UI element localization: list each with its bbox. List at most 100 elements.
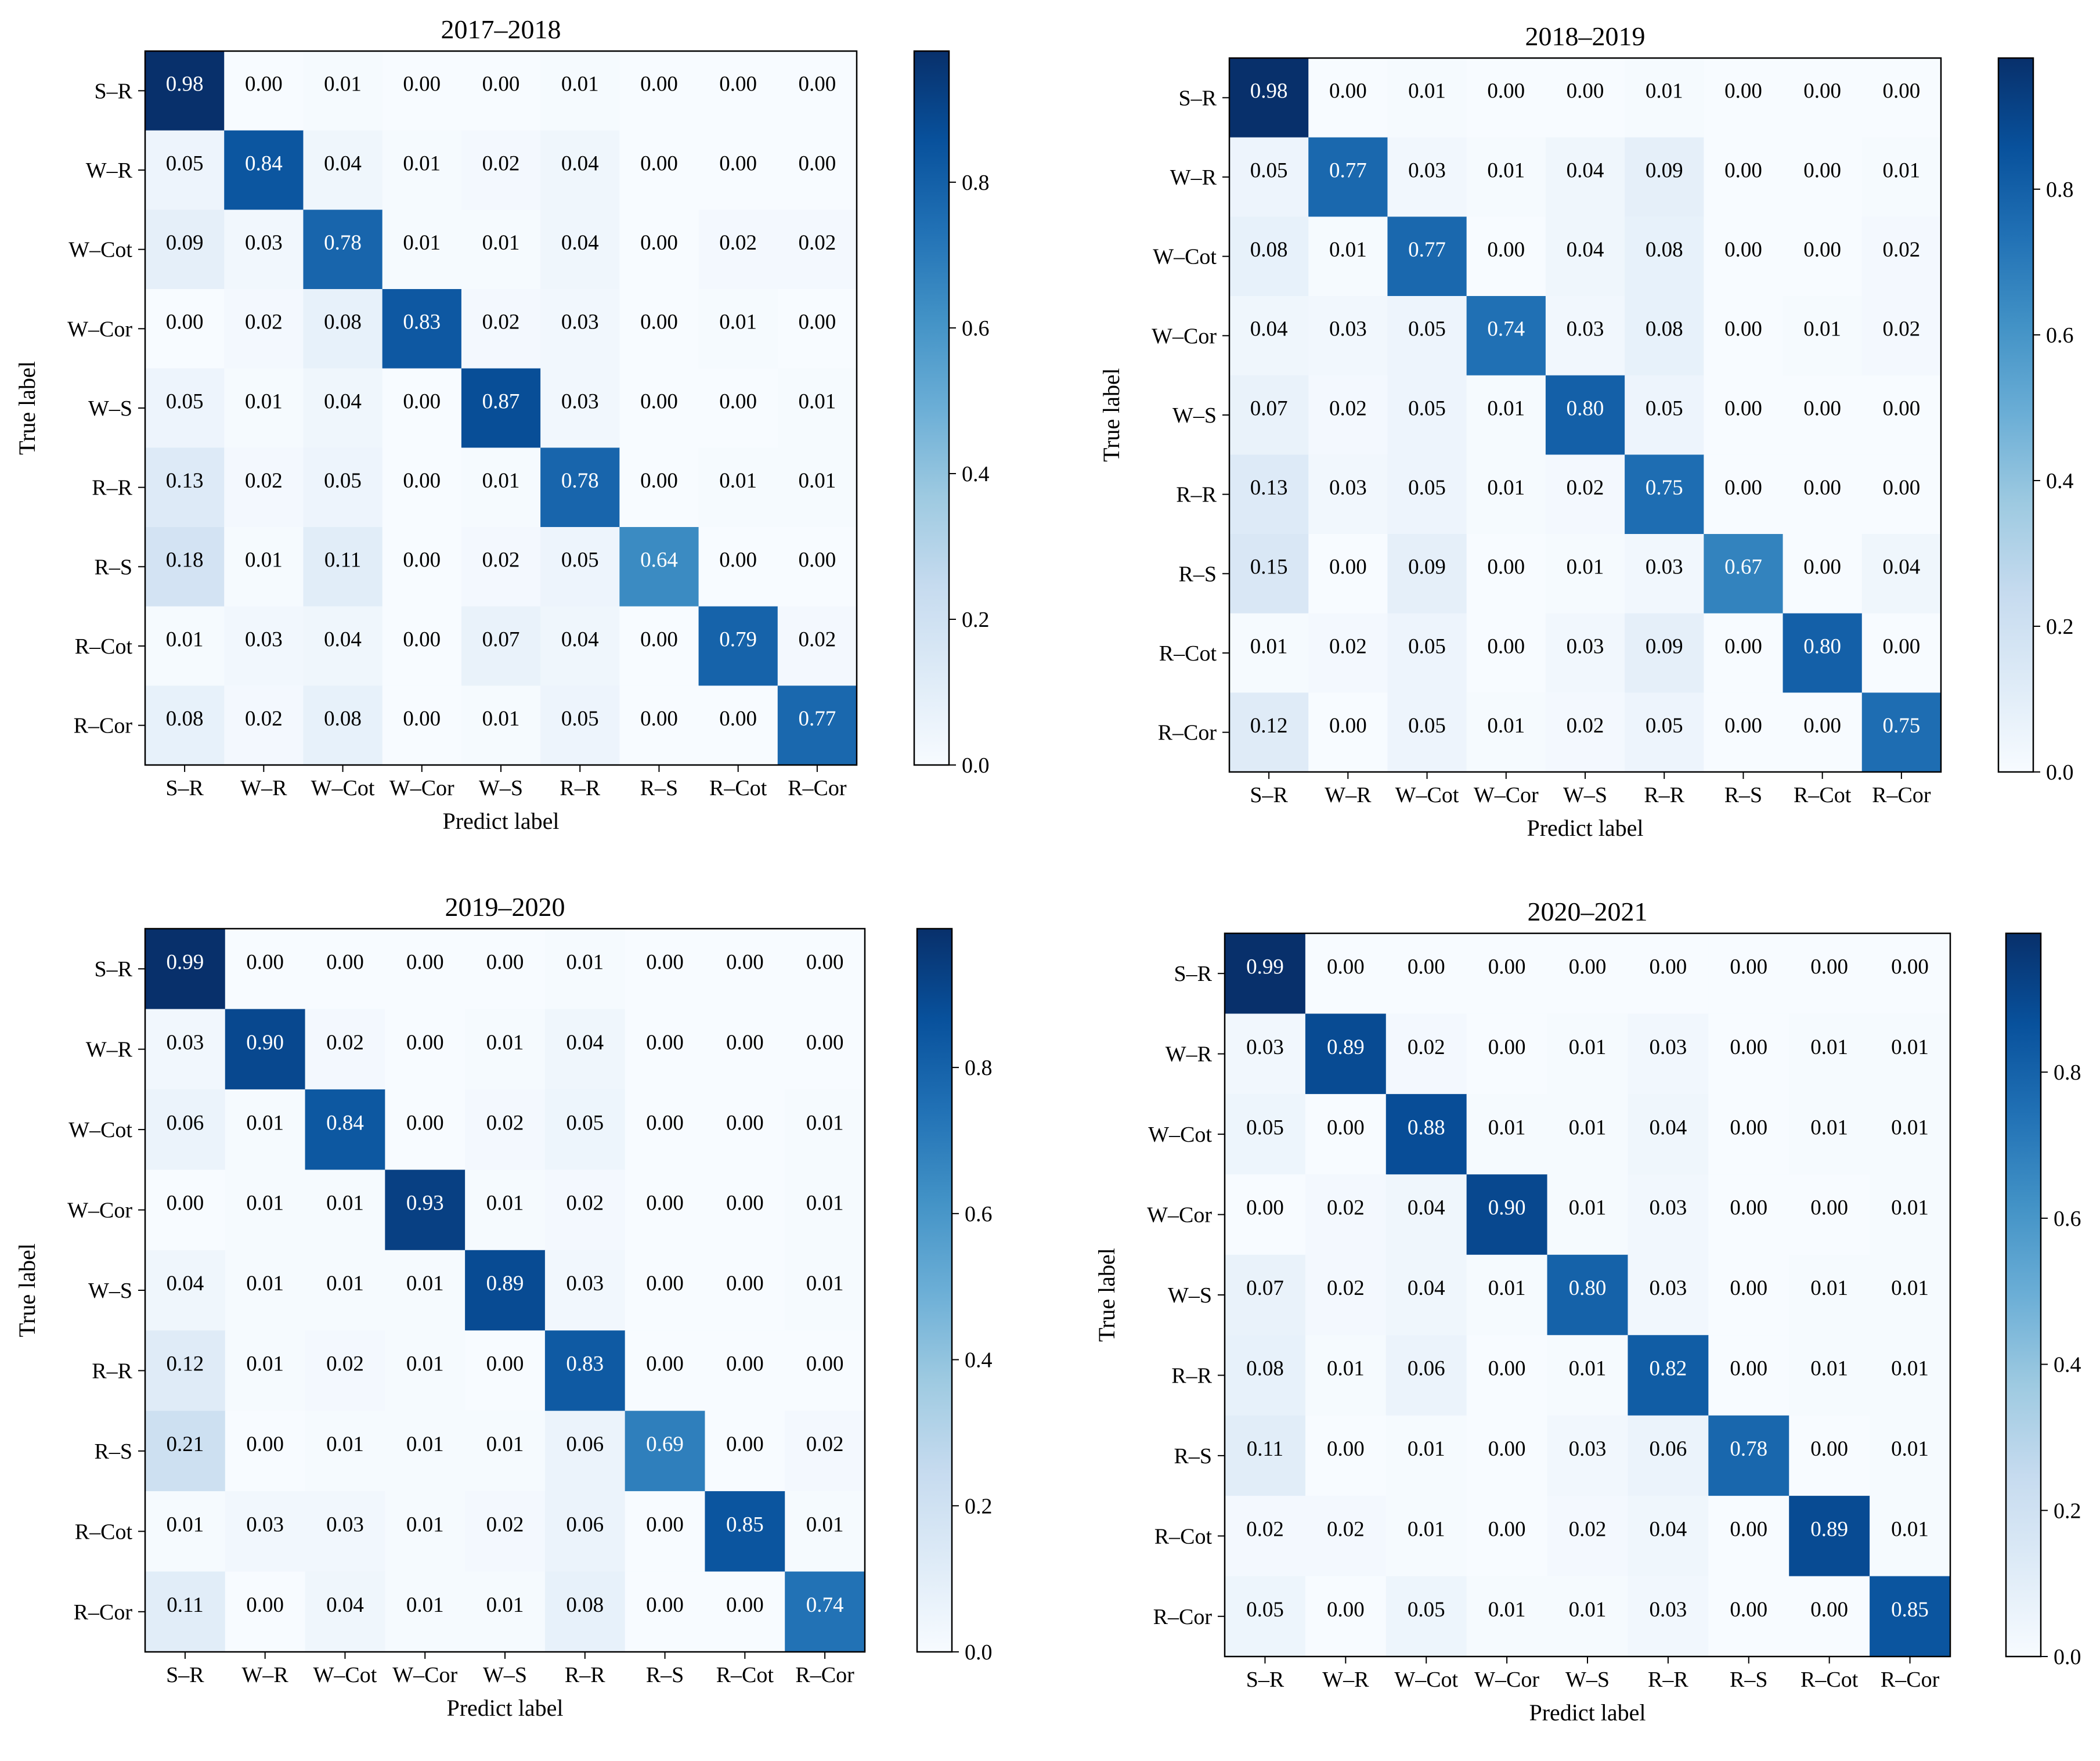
heatmap-cell xyxy=(1229,534,1309,614)
cell-value-label: 0.02 xyxy=(806,1432,844,1456)
heatmap-cell xyxy=(698,606,778,686)
heatmap-cell xyxy=(1708,933,1789,1015)
cell-value-label: 0.00 xyxy=(646,1272,684,1296)
cell-value-label: 0.06 xyxy=(1650,1437,1687,1461)
heatmap-cell xyxy=(1783,296,1863,376)
cell-value-label: 0.01 xyxy=(1569,1357,1607,1381)
cell-value-label: 0.02 xyxy=(1327,1518,1365,1542)
heatmap-cell xyxy=(1466,1094,1548,1175)
y-tick-label: R–S xyxy=(1179,562,1217,586)
colorbar-tick-label: 0.2 xyxy=(2046,615,2074,639)
cell-value-label: 0.00 xyxy=(1327,1116,1365,1139)
heatmap-cell xyxy=(540,606,620,686)
heatmap-cell xyxy=(1229,613,1309,693)
cell-value-label: 0.21 xyxy=(167,1432,204,1456)
cell-value-label: 0.01 xyxy=(1488,1598,1526,1622)
heatmap-cell xyxy=(145,929,226,1010)
cell-value-label: 0.00 xyxy=(646,1192,684,1215)
heatmap-cell xyxy=(1708,1576,1789,1657)
heatmap-cell xyxy=(1783,692,1863,773)
heatmap-cell xyxy=(1385,1254,1467,1336)
y-axis-label: True label xyxy=(14,361,40,455)
heatmap-cell xyxy=(625,929,706,1010)
heatmap-cell xyxy=(1547,1335,1629,1416)
heatmap-cell xyxy=(303,368,383,448)
heatmap-cell xyxy=(1861,296,1942,376)
chart-title: 2020–2021 xyxy=(1528,897,1648,926)
cell-value-label: 0.03 xyxy=(245,627,283,651)
cell-value-label: 0.00 xyxy=(1810,1437,1848,1461)
heatmap-cell xyxy=(382,448,462,528)
y-tick-label: R–Cot xyxy=(75,1520,133,1544)
heatmap-cell xyxy=(1704,613,1784,693)
heatmap-cell xyxy=(1387,375,1467,455)
cell-value-label: 0.00 xyxy=(1329,80,1367,103)
cell-value-label: 0.01 xyxy=(1408,1437,1445,1461)
heatmap-cell xyxy=(1625,613,1704,693)
cell-value-label: 0.01 xyxy=(482,469,520,493)
y-tick-label: R–Cor xyxy=(74,714,133,738)
cell-value-label: 0.00 xyxy=(406,950,444,974)
cell-value-label: 0.03 xyxy=(1569,1437,1607,1461)
cell-value-label: 0.03 xyxy=(246,1513,284,1537)
cell-value-label: 0.00 xyxy=(403,627,441,651)
heatmap-cell xyxy=(225,1089,306,1170)
cell-value-label: 0.00 xyxy=(1724,317,1762,341)
heatmap-cell xyxy=(1225,933,1306,1015)
cell-value-label: 0.09 xyxy=(166,231,204,255)
cell-value-label: 0.06 xyxy=(1408,1357,1445,1381)
heatmap-cell xyxy=(540,685,620,766)
heatmap-cell xyxy=(145,130,225,210)
cell-value-label: 0.03 xyxy=(1650,1196,1687,1220)
y-tick-label: W–R xyxy=(1170,165,1217,190)
heatmap-cell xyxy=(540,448,620,528)
heatmap-cell xyxy=(1545,613,1625,693)
heatmap-cell xyxy=(1625,375,1704,455)
heatmap-cell xyxy=(540,368,620,448)
cell-value-label: 0.00 xyxy=(726,1272,764,1296)
heatmap-cell xyxy=(465,1330,546,1412)
cell-value-label: 0.01 xyxy=(1488,1116,1526,1139)
heatmap-cell xyxy=(1708,1415,1789,1496)
heatmap-cell xyxy=(224,289,304,369)
cell-value-label: 0.02 xyxy=(245,707,283,731)
cell-value-label: 0.00 xyxy=(719,389,757,413)
y-tick-label: R–R xyxy=(92,476,132,500)
cell-value-label: 0.01 xyxy=(806,1513,844,1537)
heatmap-cell xyxy=(385,1089,466,1170)
cell-value-label: 0.01 xyxy=(1810,1035,1848,1059)
x-tick-label: R–R xyxy=(1644,783,1684,807)
heatmap-cell xyxy=(1466,1335,1548,1416)
x-tick-label: W–R xyxy=(242,1663,289,1687)
cell-value-label: 0.01 xyxy=(245,389,283,413)
cell-value-label: 0.00 xyxy=(246,950,284,974)
cell-value-label: 0.05 xyxy=(324,469,362,493)
heatmap-cell xyxy=(1545,454,1625,535)
heatmap-cell xyxy=(705,929,785,1010)
heatmap-cell xyxy=(1225,1496,1306,1577)
y-tick-label: W–Cor xyxy=(1152,324,1217,348)
cell-value-label: 0.98 xyxy=(166,73,204,96)
heatmap-cell xyxy=(145,51,225,131)
heatmap-cell xyxy=(465,1571,546,1652)
cell-value-label: 0.03 xyxy=(1329,317,1367,341)
cell-value-label: 0.85 xyxy=(1891,1598,1929,1622)
cell-value-label: 0.04 xyxy=(566,1031,604,1055)
heatmap-cell xyxy=(1305,1254,1387,1336)
cell-value-label: 0.78 xyxy=(561,469,599,493)
cell-value-label: 0.01 xyxy=(561,73,599,96)
cell-value-label: 0.02 xyxy=(1883,317,1921,341)
cell-value-label: 0.05 xyxy=(1246,1116,1284,1139)
heatmap-cell xyxy=(1708,1013,1789,1095)
chart-title: 2019–2020 xyxy=(445,892,565,922)
cell-value-label: 0.00 xyxy=(1810,955,1848,979)
colorbar-tick-label: 0.4 xyxy=(962,462,990,486)
heatmap-cell xyxy=(619,210,699,290)
cell-value-label: 0.01 xyxy=(1891,1357,1929,1381)
heatmap-cell xyxy=(785,929,865,1010)
x-tick-label: W–Cor xyxy=(389,776,454,800)
cell-value-label: 0.02 xyxy=(1569,1518,1607,1542)
cell-value-label: 0.00 xyxy=(646,1513,684,1537)
heatmap-cell xyxy=(1861,454,1942,535)
heatmap-cell xyxy=(225,1250,306,1331)
